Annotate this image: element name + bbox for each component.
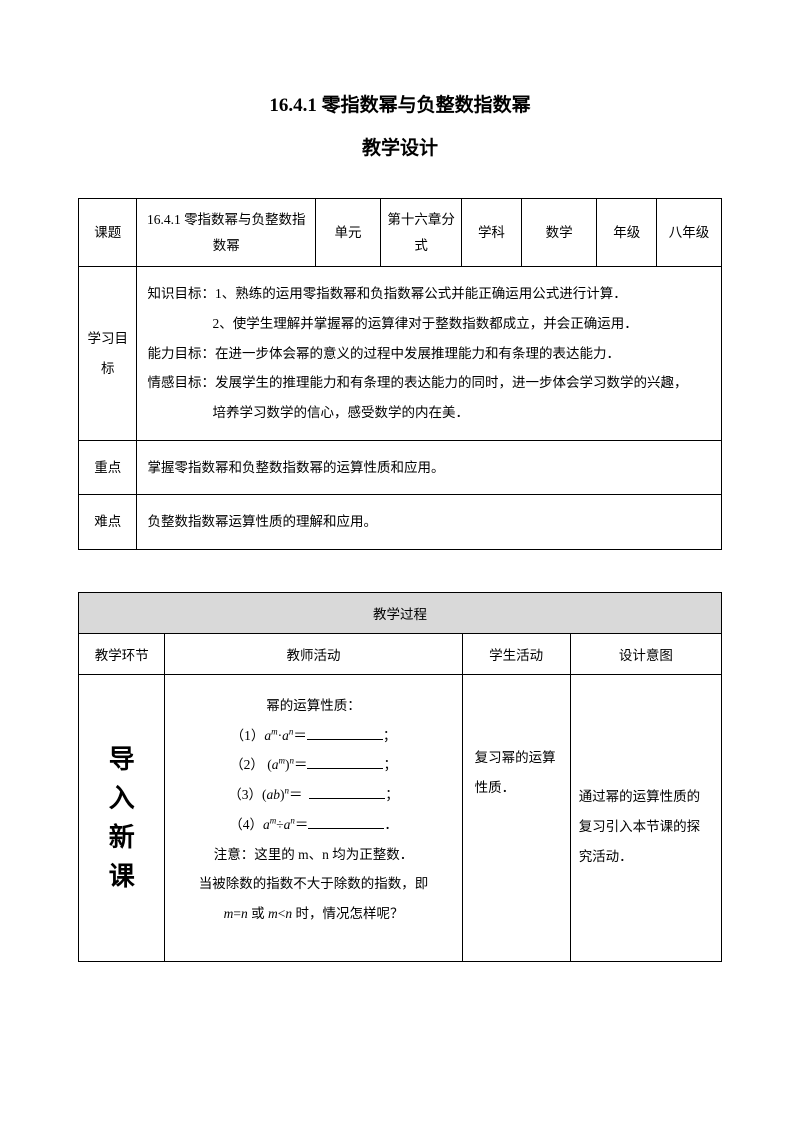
phase-char: 导 — [85, 740, 158, 779]
teacher-line: 当被除数的指数不大于除数的指数，即 — [173, 869, 453, 899]
topic-label: 课题 — [79, 199, 137, 267]
student-header: 学生活动 — [462, 634, 570, 675]
table-row: 教学过程 — [79, 593, 722, 634]
teacher-line: （2） (am)n＝； — [173, 750, 453, 780]
design-text: 通过幂的运算性质的复习引入本节课的探究活动． — [579, 764, 713, 871]
objectives-content: 知识目标：1、熟练的运用零指数幂和负指数幂公式并能正确运用公式进行计算． 2、使… — [137, 267, 722, 440]
difficulty-content: 负整数指数幂运算性质的理解和应用。 — [137, 495, 722, 550]
table-row: 学习目标 知识目标：1、熟练的运用零指数幂和负指数幂公式并能正确运用公式进行计算… — [79, 267, 722, 440]
objectives-label: 学习目标 — [79, 267, 137, 440]
design-intent-cell: 通过幂的运算性质的复习引入本节课的探究活动． — [570, 675, 721, 962]
grade-label: 年级 — [597, 199, 657, 267]
table-row: 教学环节 教师活动 学生活动 设计意图 — [79, 634, 722, 675]
topic-value: 16.4.1 零指数幂与负整数指数幂 — [137, 199, 316, 267]
subject-value: 数学 — [521, 199, 597, 267]
unit-label: 单元 — [316, 199, 381, 267]
teacher-header: 教师活动 — [165, 634, 462, 675]
student-text: 复习幂的运算性质． — [475, 685, 558, 802]
phase-cell: 导 入 新 课 — [79, 675, 165, 962]
student-activity-cell: 复习幂的运算性质． — [462, 675, 570, 962]
teacher-line: m=n 或 m<n 时，情况怎样呢？ — [173, 899, 453, 929]
key-point-label: 重点 — [79, 440, 137, 495]
table-row: 难点 负整数指数幂运算性质的理解和应用。 — [79, 495, 722, 550]
table-row: 课题 16.4.1 零指数幂与负整数指数幂 单元 第十六章分式 学科 数学 年级… — [79, 199, 722, 267]
table-row: 重点 掌握零指数幂和负整数指数幂的运算性质和应用。 — [79, 440, 722, 495]
main-title: 16.4.1 零指数幂与负整数指数幂 — [78, 90, 722, 117]
difficulty-label: 难点 — [79, 495, 137, 550]
teacher-activity-cell: 幂的运算性质： （1）am·an＝； （2） (am)n＝； （3）(ab)n＝… — [165, 675, 462, 962]
teacher-line: （1）am·an＝； — [173, 721, 453, 751]
teacher-line: 幂的运算性质： — [173, 691, 453, 721]
phase-header: 教学环节 — [79, 634, 165, 675]
process-header: 教学过程 — [79, 593, 722, 634]
objective-line: 能力目标：在进一步体会幂的意义的过程中发展推理能力和有条理的表达能力． — [147, 339, 711, 369]
subject-label: 学科 — [462, 199, 522, 267]
teacher-line: 注意：这里的 m、n 均为正整数． — [173, 840, 453, 870]
objective-line: 2、使学生理解并掌握幂的运算律对于整数指数都成立，并会正确运用． — [147, 309, 711, 339]
teacher-line: （4）am÷an＝． — [173, 810, 453, 840]
process-table: 教学过程 教学环节 教师活动 学生活动 设计意图 导 入 新 课 幂的运算性质：… — [78, 592, 722, 962]
teacher-line: （3）(ab)n＝ ； — [173, 780, 453, 810]
grade-value: 八年级 — [657, 199, 722, 267]
phase-char: 入 — [85, 779, 158, 818]
key-point-content: 掌握零指数幂和负整数指数幂的运算性质和应用。 — [137, 440, 722, 495]
phase-char: 课 — [85, 857, 158, 896]
unit-value: 第十六章分式 — [381, 199, 462, 267]
table-row: 导 入 新 课 幂的运算性质： （1）am·an＝； （2） (am)n＝； （… — [79, 675, 722, 962]
info-table: 课题 16.4.1 零指数幂与负整数指数幂 单元 第十六章分式 学科 数学 年级… — [78, 198, 722, 550]
sub-title: 教学设计 — [78, 133, 722, 160]
objective-line: 知识目标：1、熟练的运用零指数幂和负指数幂公式并能正确运用公式进行计算． — [147, 279, 711, 309]
design-header: 设计意图 — [570, 634, 721, 675]
objective-line: 情感目标：发展学生的推理能力和有条理的表达能力的同时，进一步体会学习数学的兴趣， — [147, 368, 711, 398]
objective-line: 培养学习数学的信心，感受数学的内在美． — [147, 398, 711, 428]
phase-char: 新 — [85, 818, 158, 857]
